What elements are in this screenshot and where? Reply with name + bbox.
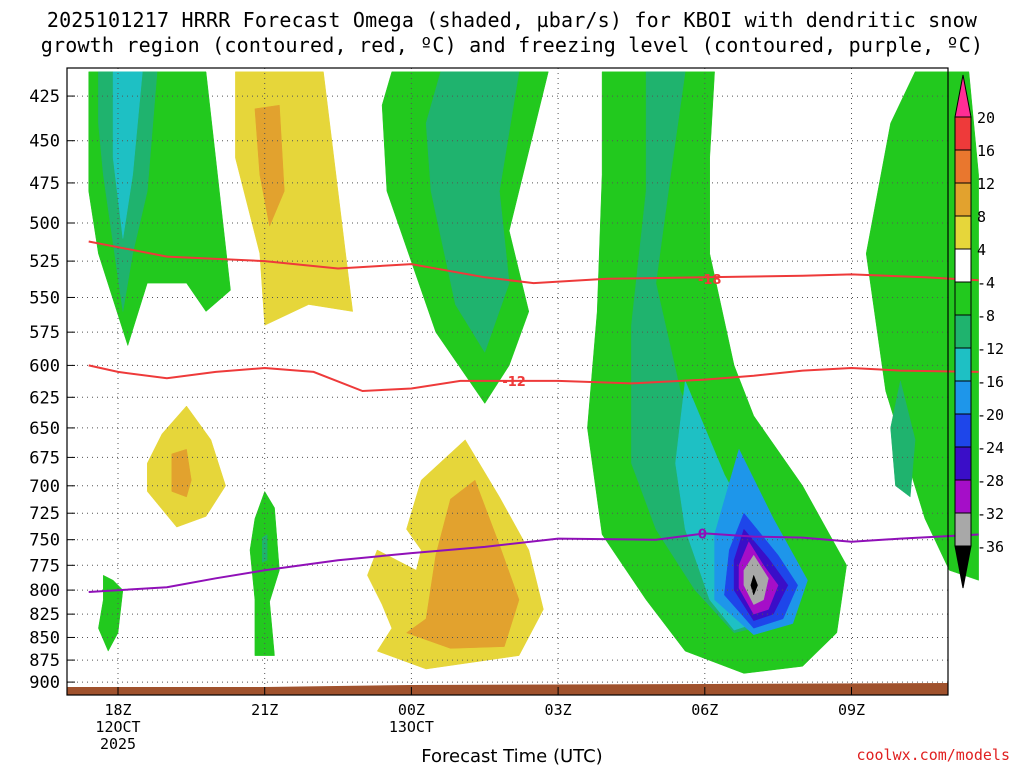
omega-region-3 [235,71,353,326]
x-tick-label-18Z: 18Z [104,701,131,719]
omega-shading [88,71,979,674]
colorbar-swatch-9 [954,380,972,415]
y-tick-label-725: 725 [29,504,60,524]
grid-lines [67,68,948,695]
colorbar-label--36: -36 [977,538,1004,556]
x-tick-label-21Z: 21Z [251,701,278,719]
omega-region-16 [865,71,979,581]
colorbar-label--16: -16 [977,373,1004,391]
colorbar-label--4: -4 [977,274,995,292]
contour-line--12 [88,364,979,393]
y-tick-label-475: 475 [29,174,60,194]
y-tick-label-550: 550 [29,288,60,308]
colorbar-label--8: -8 [977,307,995,325]
omega-region-2 [112,71,143,239]
y-tick-label-650: 650 [29,419,60,439]
y-tick-label-875: 875 [29,651,60,671]
colorbar-label--20: -20 [977,406,1004,424]
colorbar-swatch-3 [954,182,972,217]
colorbar-swatch-8 [954,347,972,382]
colorbar-label--32: -32 [977,505,1004,523]
y-tick-label-625: 625 [29,388,60,408]
colorbar-label-12: 12 [977,175,995,193]
omega-region-14 [743,554,769,605]
contour-line-0 [88,532,979,593]
x-tick-date: 12OCT [95,718,140,736]
colorbar-label-16: 16 [977,142,995,160]
y-tick-label-800: 800 [29,581,60,601]
y-tick-label-775: 775 [29,556,60,576]
y-axis-pressure: 425 450 475 500 525 550 575 600 625 650 675 700 725 7… [29,87,75,693]
colorbar-swatch-12 [954,479,972,514]
colorbar-label--12: -12 [977,340,1004,358]
contour-label--12: -12 [502,375,526,390]
x-tick-label-00Z: 00Z [398,701,425,719]
x-tick-year: 2025 [100,735,136,753]
site-credit: coolwx.com/models [856,746,1010,764]
y-tick-label-675: 675 [29,448,60,468]
colorbar-label--24: -24 [977,439,1004,457]
colorbar-swatch-4 [954,215,972,250]
omega-region-4 [254,104,285,227]
colorbar-swatch-2 [954,149,972,184]
colorbar-label-8: 8 [977,208,986,226]
colorbar-bottom-arrow [954,545,972,589]
colorbar-swatch-5 [954,248,972,283]
chart-title-line-2: growth region (contoured, red, ºC) and f… [40,33,984,57]
omega-region-19 [171,449,192,498]
colorbar-label-20: 20 [977,109,995,127]
x-tick-label-03Z: 03Z [545,701,572,719]
y-tick-label-825: 825 [29,605,60,625]
contour-line--18 [88,240,979,285]
contour-label--18: -18 [698,273,722,288]
omega-region-20 [98,575,124,652]
colorbar-swatch-11 [954,446,972,481]
chart-title-line-1: 2025101217 HRRR Forecast Omega (shaded, … [46,8,978,32]
colorbar-swatch-7 [954,314,972,349]
colorbar-swatch-13 [954,512,972,547]
omega-region-17 [890,380,916,498]
terrain-fill [67,683,948,695]
y-tick-label-600: 600 [29,356,60,376]
y-tick-label-525: 525 [29,252,60,272]
y-tick-label-500: 500 [29,214,60,234]
colorbar-swatch-1 [954,116,972,151]
omega-region-24 [406,479,520,649]
x-tick-date: 13OCT [389,718,434,736]
x-tick-label-06Z: 06Z [691,701,718,719]
plot-frame [66,67,949,696]
x-tick-label-09Z: 09Z [838,701,865,719]
contour-label-0: 0 [698,527,707,542]
x-axis-title: Forecast Time (UTC) [421,746,603,767]
colorbar-label-4: 4 [977,241,986,259]
y-tick-label-850: 850 [29,628,60,648]
colorbar-swatch-6 [954,281,972,316]
y-tick-label-425: 425 [29,87,60,107]
y-tick-label-700: 700 [29,477,60,497]
colorbar-label--28: -28 [977,472,1004,490]
temperature-contours: -18 -12 0 [88,240,979,593]
y-tick-label-750: 750 [29,531,60,551]
omega-region-6 [425,71,520,353]
y-tick-label-575: 575 [29,323,60,343]
terrain-band [67,683,948,695]
y-tick-label-900: 900 [29,673,60,693]
colorbar-swatch-10 [954,413,972,448]
y-tick-label-450: 450 [29,132,60,152]
colorbar: 20 16 12 8 4 -4 -8 -12 -16 -20 -24 -28 -32 -36 [954,74,1004,589]
